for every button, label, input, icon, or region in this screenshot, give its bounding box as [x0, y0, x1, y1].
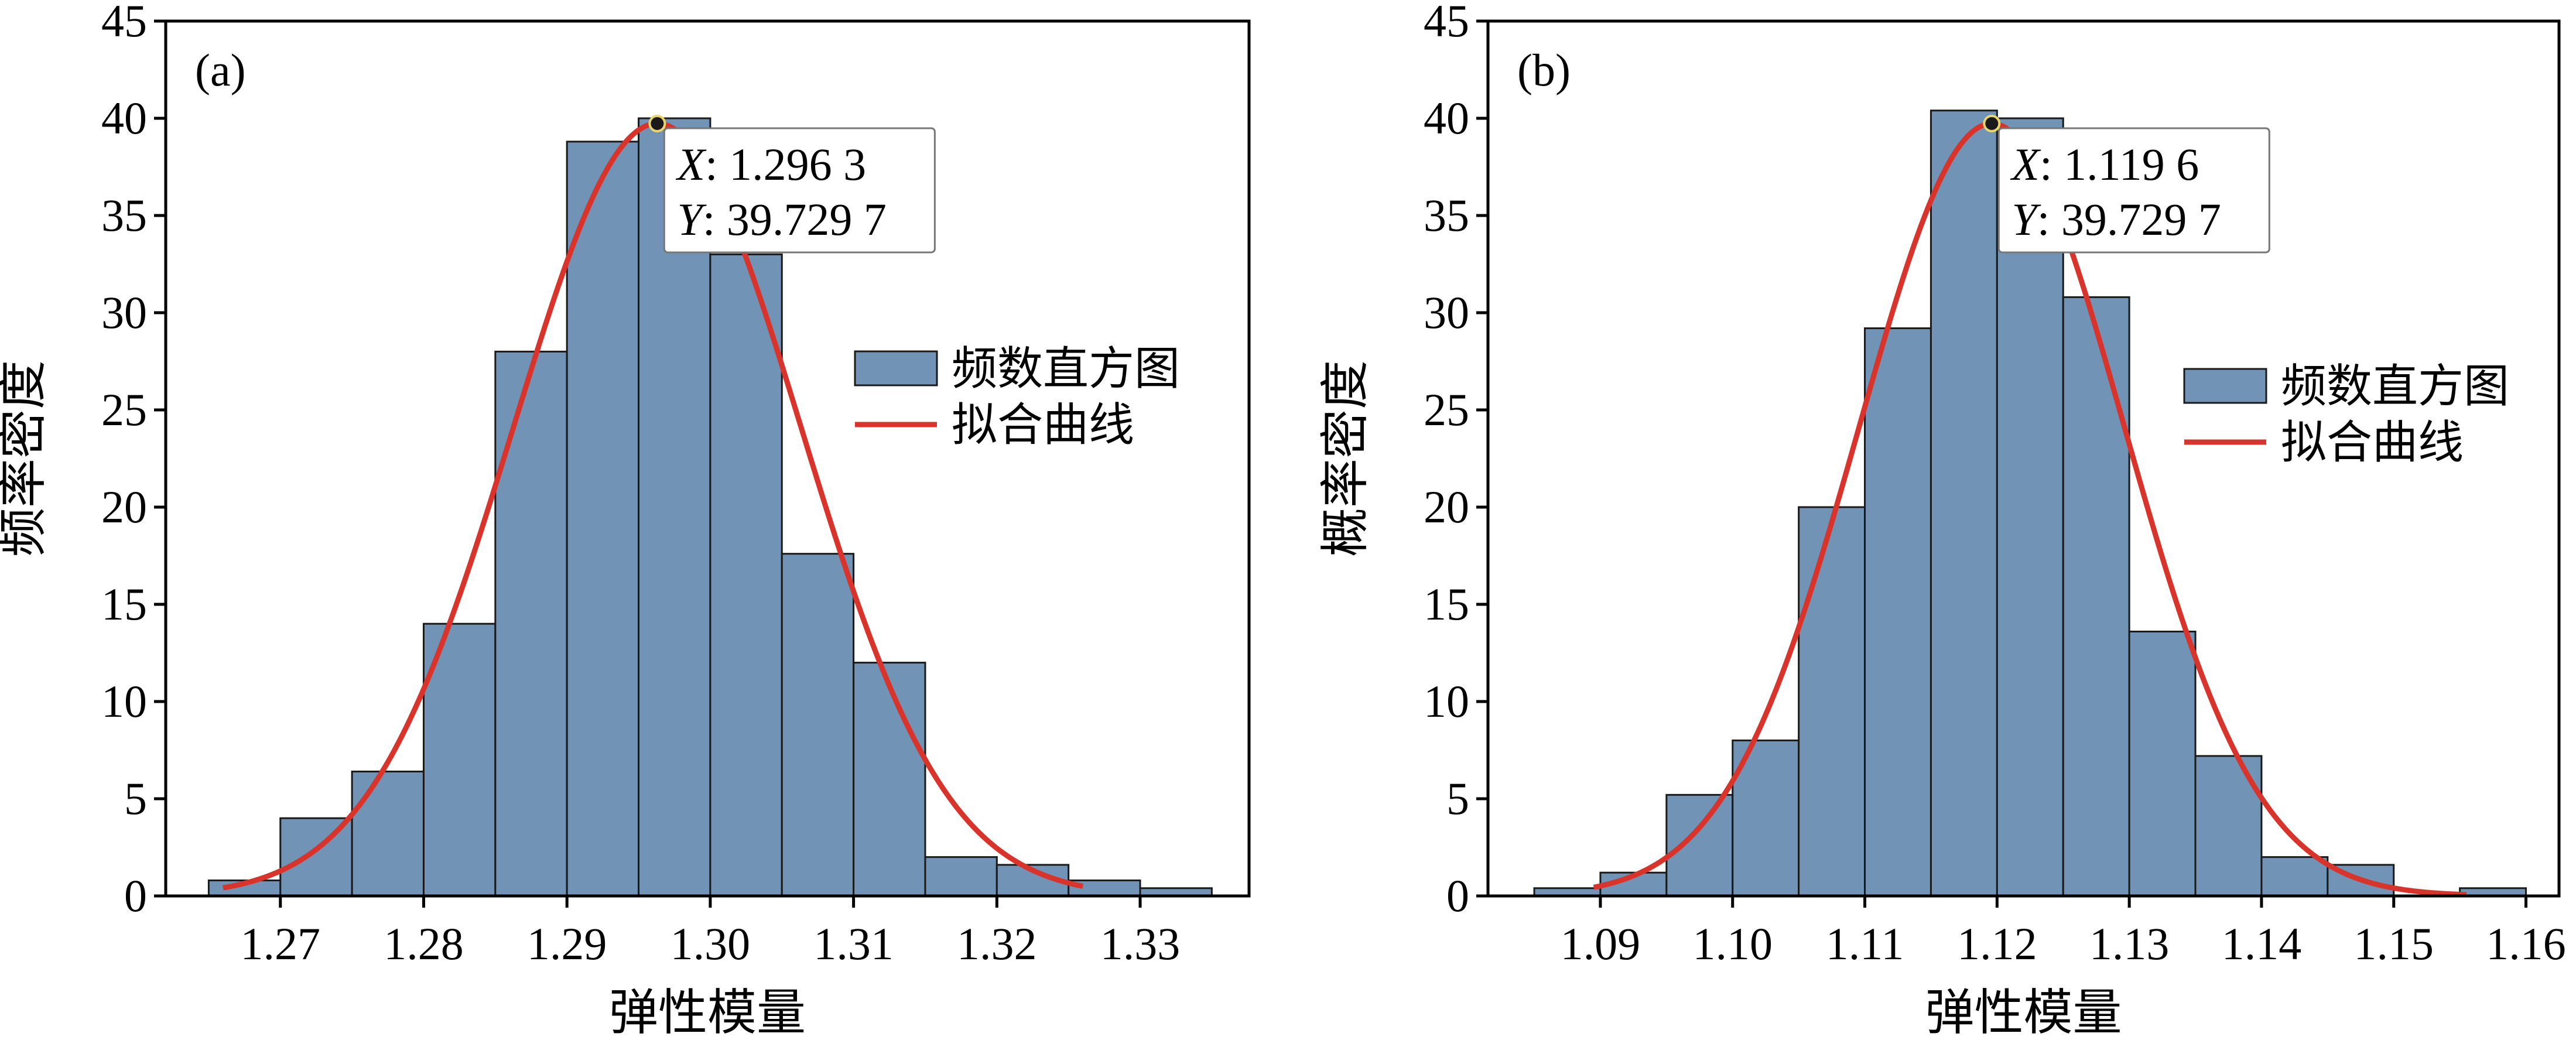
- x-tick-label: 1.29: [527, 918, 607, 969]
- annotation-box: [663, 127, 936, 254]
- y-tick-label: 25: [1424, 384, 1469, 435]
- legend-label-histogram: 频数直方图: [2281, 361, 2509, 412]
- y-tick-label: 0: [1446, 870, 1469, 921]
- peak-annotation: X: 1.296 3 Y: 39.729 7: [663, 127, 936, 254]
- x-tick-label: 1.10: [1692, 918, 1773, 969]
- histogram-bar: [2128, 630, 2197, 897]
- legend: 频数直方图 拟合曲线: [854, 343, 1180, 450]
- plot-frame: [1486, 19, 2561, 898]
- x-tick-label: 1.33: [1100, 918, 1181, 969]
- y-tick-label: 35: [101, 190, 147, 241]
- annotation-x-symbol: X: [675, 139, 707, 190]
- y-tick-label: 0: [124, 870, 147, 921]
- legend-bar-swatch: [854, 350, 938, 386]
- y-axis-label: 概率密度: [1319, 360, 1373, 557]
- panel-b: 1.09 1.10 1.11 1.12 1.13 1.14 1.15 1.16 0 5 10 15 20…: [1319, 0, 2566, 1040]
- histogram-bar: [1068, 879, 1141, 897]
- y-tick-label: 40: [101, 93, 147, 143]
- histogram-bar: [1665, 793, 1734, 897]
- plot-frame: [164, 19, 1251, 898]
- annotation-y-symbol: Y: [677, 194, 707, 245]
- legend-label-fit-curve: 拟合曲线: [952, 399, 1134, 450]
- y-tick-label: 35: [1424, 190, 1469, 241]
- x-tick-label: 1.15: [2353, 918, 2434, 969]
- tick-labels: 1.09 1.10 1.11 1.12 1.13 1.14 1.15 1.16 0 5 10 15 20…: [1424, 0, 2566, 969]
- annotation-box: [1997, 127, 2270, 254]
- panel-label: (a): [195, 45, 246, 95]
- x-tick-label: 1.28: [384, 918, 464, 969]
- annotation-y-value: : 39.729 7: [2037, 194, 2221, 245]
- annotation-x-line: X: 1.119 6: [2010, 139, 2199, 190]
- annotation-x-value: : 1.119 6: [2040, 139, 2199, 190]
- y-tick-label: 15: [101, 579, 147, 630]
- y-tick-label: 45: [1424, 0, 1469, 46]
- y-tick-label: 40: [1424, 93, 1469, 143]
- x-tick-label: 1.31: [813, 918, 894, 969]
- histogram-bar: [853, 662, 926, 897]
- y-tick-label: 20: [101, 481, 147, 532]
- x-tick-label: 1.11: [1826, 918, 1904, 969]
- annotation-y-value: : 39.729 7: [703, 194, 887, 245]
- x-tick-label: 1.16: [2486, 918, 2566, 969]
- annotation-y-symbol: Y: [2011, 194, 2041, 245]
- y-tick-label: 30: [1424, 287, 1469, 338]
- x-tick-label: 1.12: [1957, 918, 2037, 969]
- x-axis-label: 弹性模量: [609, 986, 806, 1040]
- histogram-bar: [924, 856, 998, 897]
- x-tick-label: 1.13: [2089, 918, 2170, 969]
- histogram-bar: [2062, 296, 2130, 897]
- annotation-y-line: Y: 39.729 7: [677, 194, 887, 245]
- x-tick-label: 1.09: [1561, 918, 1641, 969]
- tick-labels: 1.27 1.28 1.29 1.30 1.31 1.32 1.33 0 5 10 15 20 25 30…: [101, 0, 1180, 969]
- y-tick-label: 10: [101, 676, 147, 727]
- annotation-x-value: : 1.296 3: [705, 139, 866, 190]
- legend-bar-swatch: [2183, 368, 2267, 404]
- fit-curve-layer: [223, 114, 1084, 891]
- legend-label-fit-curve: 拟合曲线: [2281, 417, 2464, 468]
- axes-frame: [1486, 19, 2561, 898]
- y-tick-label: 5: [1446, 773, 1469, 824]
- annotation-y-line: Y: 39.729 7: [2011, 194, 2221, 245]
- y-tick-label: 30: [101, 287, 147, 338]
- peak-marker: [648, 114, 666, 132]
- histogram-bar: [422, 622, 497, 897]
- histogram-bar: [2260, 856, 2329, 897]
- legend: 频数直方图 拟合曲线: [2183, 361, 2509, 468]
- annotation-x-line: X: 1.296 3: [675, 139, 866, 190]
- axes-frame: [164, 19, 1251, 898]
- peak-marker: [1983, 114, 2001, 132]
- legend-label-histogram: 频数直方图: [952, 343, 1180, 394]
- x-tick-label: 1.27: [241, 918, 321, 969]
- peak-annotation: X: 1.119 6 Y: 39.729 7: [1997, 127, 2270, 254]
- y-axis-label: 频率密度: [0, 360, 51, 557]
- x-tick-label: 1.32: [957, 918, 1037, 969]
- x-axis-label: 弹性模量: [1925, 986, 2122, 1040]
- histogram-bar: [1930, 110, 1998, 897]
- histogram-bar: [709, 253, 783, 897]
- y-tick-label: 25: [101, 384, 147, 435]
- y-tick-label: 20: [1424, 481, 1469, 532]
- y-tick-label: 15: [1424, 579, 1469, 630]
- histogram-bar: [1798, 506, 1866, 897]
- x-tick-label: 1.30: [670, 918, 751, 969]
- y-tick-label: 45: [101, 0, 147, 46]
- histogram-bar: [494, 350, 568, 897]
- histogram-bar: [1864, 327, 1932, 897]
- annotation-x-symbol: X: [2010, 139, 2041, 190]
- histogram-bar: [351, 771, 425, 897]
- panel-a: 1.27 1.28 1.29 1.30 1.31 1.32 1.33 0 5 10 15 20 25 30…: [0, 0, 1251, 1040]
- y-tick-label: 5: [124, 773, 147, 824]
- histogram-bar: [566, 141, 640, 897]
- x-tick-label: 1.14: [2222, 918, 2302, 969]
- panel-label: (b): [1517, 45, 1571, 95]
- histogram-bar: [781, 553, 855, 897]
- y-tick-label: 10: [1424, 676, 1469, 727]
